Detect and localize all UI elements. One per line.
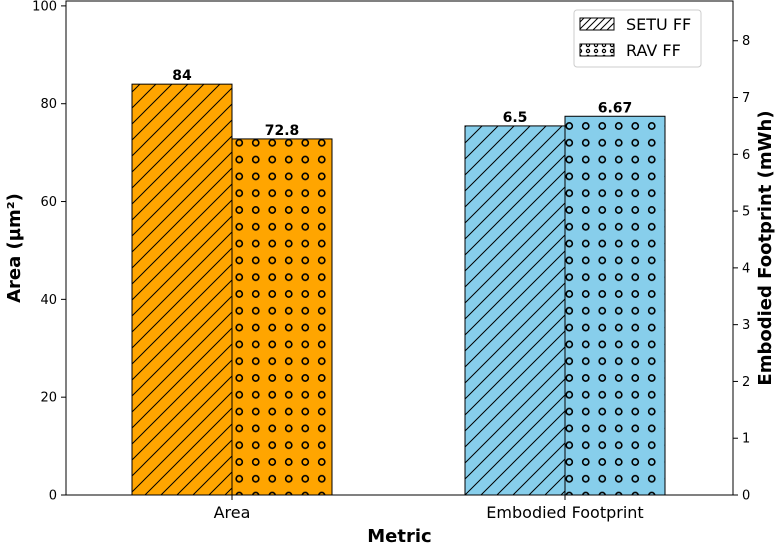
y-right-tick-label-3: 3 xyxy=(742,318,750,333)
y-axis-right-title: Embodied Footprint (mWh) xyxy=(755,110,776,385)
y-right-tick-label-4: 4 xyxy=(742,261,750,276)
y-left-tick-label-60: 60 xyxy=(40,195,57,210)
y-left-tick-label-0: 0 xyxy=(49,489,57,504)
legend-swatch-setu-ff xyxy=(579,17,615,31)
legend-swatch-rav-ff xyxy=(579,43,615,57)
y-right-tick-label-8: 8 xyxy=(742,34,750,49)
bar-value-label-area-setu-ff: 84 xyxy=(172,68,192,84)
bar-area-rav-ff xyxy=(231,138,333,496)
legend: SETU FF RAV FF xyxy=(573,9,702,68)
legend-label-rav-ff: RAV FF xyxy=(626,41,681,60)
y-left-tick-label-100: 100 xyxy=(32,0,57,14)
bar-embodied-footprint-rav-ff xyxy=(564,115,666,496)
y-left-tick-label-20: 20 xyxy=(40,391,57,406)
y-right-tick-label-2: 2 xyxy=(742,375,750,390)
bar-value-label-embodied-footprint-setu-ff: 6.5 xyxy=(503,110,528,126)
bar-value-label-embodied-footprint-rav-ff: 6.67 xyxy=(598,100,633,116)
y-left-tick-label-40: 40 xyxy=(40,293,57,308)
legend-label-setu-ff: SETU FF xyxy=(626,15,691,34)
axes-layer: Area Embodied Footprint 0 20 40 60 80 100 0 1 2 3 4 5… xyxy=(32,0,750,522)
y-left-tick-label-80: 80 xyxy=(40,97,57,112)
y-right-tick-label-5: 5 xyxy=(742,205,750,220)
x-tick-label-embodied-footprint: Embodied Footprint xyxy=(486,503,643,522)
bar-area-setu-ff xyxy=(131,83,233,496)
y-right-tick-label-0: 0 xyxy=(742,489,750,504)
bar-value-label-area-rav-ff: 72.8 xyxy=(265,123,300,139)
x-tick-label-area: Area xyxy=(214,503,251,522)
plot-frame xyxy=(65,0,734,496)
y-right-tick-label-1: 1 xyxy=(742,432,750,447)
bar-embodied-footprint-setu-ff xyxy=(464,125,566,496)
x-axis-title: Metric xyxy=(367,526,431,547)
y-right-tick-label-6: 6 xyxy=(742,148,750,163)
y-axis-left-title: Area (µm²) xyxy=(4,193,25,303)
y-right-tick-label-7: 7 xyxy=(742,91,750,106)
bars-layer: 84 72.8 6.5 6.67 xyxy=(131,68,666,496)
